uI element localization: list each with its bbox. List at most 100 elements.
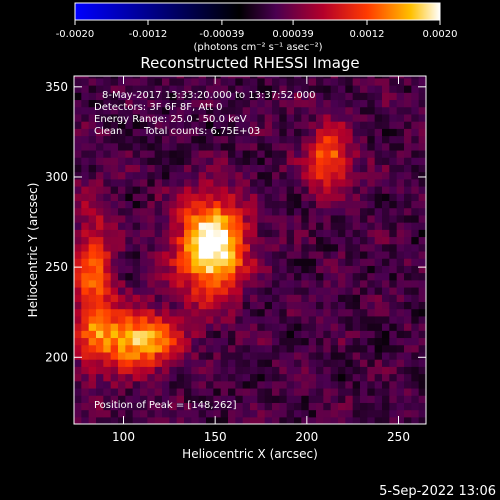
heatmap-cell [118,106,126,115]
heatmap-cell [162,366,170,375]
heatmap-cell [345,402,354,411]
heatmap-cell [110,92,119,101]
heatmap-cell [169,214,178,223]
heatmap-cell [74,330,82,339]
heatmap-cell [132,99,141,108]
heatmap-cell [213,373,222,382]
heatmap-cell [374,121,383,129]
heatmap-cell [140,149,148,158]
heatmap-cell [330,113,339,122]
heatmap-cell [154,286,163,295]
colorbar-tick-label: -0.00039 [199,29,244,40]
heatmap-cell [110,142,119,151]
heatmap-cell [228,279,236,288]
heatmap-cell [404,85,412,93]
heatmap-cell [147,315,156,324]
colorbar-tick-label: 0.00039 [272,29,313,40]
heatmap-cell [396,330,405,339]
heatmap-cell [301,416,310,424]
heatmap-cell [279,157,288,165]
heatmap-cell [308,243,317,252]
heatmap-cell [250,149,258,158]
heatmap-cell [367,171,376,180]
heatmap-cell [132,178,141,187]
heatmap-cell [286,351,295,360]
heatmap-cell [88,92,97,101]
heatmap-cell [257,250,266,259]
heatmap-cell [418,373,426,382]
heatmap-cell [294,200,302,209]
heatmap-cell [279,258,288,266]
heatmap-cell [308,157,317,165]
heatmap-cell [286,193,295,202]
heatmap-cell [88,279,97,288]
heatmap-cell [118,294,126,302]
heatmap-cell [286,77,295,86]
heatmap-cell [206,315,214,324]
heatmap-cell [389,330,398,339]
heatmap-cell [382,149,390,158]
heatmap-cell [242,387,251,396]
heatmap-cell [206,92,214,101]
heatmap-cell [352,366,361,375]
heatmap-cell [257,229,266,238]
heatmap-cell [316,323,324,331]
heatmap-cell [176,272,185,281]
heatmap-cell [147,149,156,158]
heatmap-cell [184,236,192,245]
heatmap-cell [330,402,339,411]
heatmap-cell [125,373,134,382]
heatmap-cell [228,323,236,331]
heatmap-cell [110,294,119,302]
heatmap-cell [242,337,251,346]
heatmap-cell [352,351,361,360]
heatmap-cell [74,236,82,245]
heatmap-cell [103,315,112,324]
heatmap-cell [191,308,200,317]
heatmap-cell [389,135,398,144]
heatmap-cell [360,85,368,93]
heatmap-cell [110,157,119,165]
heatmap-cell [250,142,258,151]
heatmap-cell [110,272,119,281]
heatmap-cell [345,344,354,353]
heatmap-cell [418,121,426,129]
heatmap-cell [220,286,229,295]
heatmap-cell [367,121,376,129]
heatmap-cell [396,351,405,360]
heatmap-cell [411,236,420,245]
heatmap-cell [286,409,295,418]
heatmap-cell [272,351,280,360]
heatmap-cell [316,92,324,101]
heatmap-cell [154,272,163,281]
heatmap-cell [242,272,251,281]
heatmap-cell [154,236,163,245]
heatmap-cell [191,121,200,129]
heatmap-cell [242,380,251,389]
heatmap-cell [184,243,192,252]
heatmap-cell [140,301,148,310]
heatmap-cell [235,380,244,389]
heatmap-cell [367,207,376,216]
heatmap-cell [418,258,426,266]
heatmap-cell [418,409,426,418]
heatmap-cell [382,250,390,259]
heatmap-cell [352,359,361,367]
heatmap-cell [198,344,207,353]
heatmap-cell [374,366,383,375]
heatmap-cell [418,149,426,158]
heatmap-cell [367,250,376,259]
heatmap-cell [132,308,141,317]
heatmap-cell [301,214,310,223]
heatmap-cell [418,380,426,389]
heatmap-cell [191,387,200,396]
heatmap-cell [74,308,82,317]
heatmap-cell [264,409,273,418]
heatmap-cell [352,178,361,187]
heatmap-cell [140,416,148,424]
heatmap-cell [110,243,119,252]
heatmap-cell [352,85,361,93]
heatmap-cell [338,92,346,101]
heatmap-cell [103,409,112,418]
heatmap-cell [184,193,192,202]
